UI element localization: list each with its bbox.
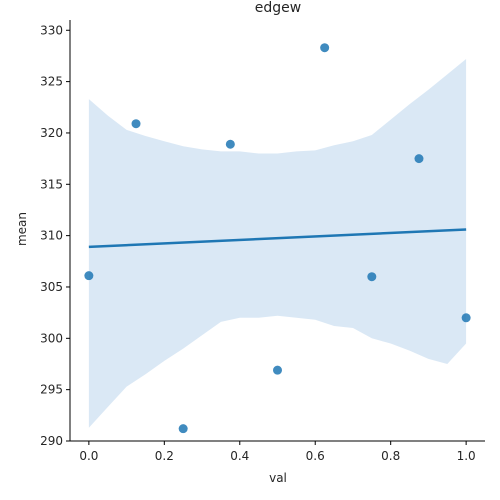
scatter-point-4 [225,139,235,149]
ticks: 0.0 0.2 0.4 0.6 0.8 1.0 290 295 300 305 310 315 320 3… [40,23,476,463]
y-tick-label-3: 305 [40,280,63,294]
x-tick-label-1: 0.2 [155,449,174,463]
y-tick-label-0: 290 [40,434,63,448]
y-tick-label-6: 320 [40,126,63,140]
scatter-points-layer [84,43,471,434]
y-tick-label-1: 295 [40,383,63,397]
axes [69,20,485,442]
scatter-point-6 [320,43,330,53]
regression-line [88,228,467,249]
scatter-point-2 [131,119,141,129]
y-tick-label-7: 325 [40,75,63,89]
x-tick-label-0: 0.0 [79,449,98,463]
x-tick-label-4: 0.8 [381,449,400,463]
scatter-point-9 [461,313,471,323]
x-tick-label-3: 0.6 [306,449,325,463]
x-tick-label-2: 0.4 [230,449,249,463]
scatter-point-8 [414,154,424,164]
scatter-point-7 [367,272,377,282]
scatter-point-5 [273,365,282,375]
confidence-band [88,59,467,428]
confidence-band-layer [88,59,467,428]
y-tick-label-5: 315 [40,177,63,191]
scatter-point-3 [178,424,188,434]
y-tick-label-8: 330 [40,23,63,37]
y-axis-label: mean [15,212,29,246]
chart-title: edgew [255,0,301,16]
y-tick-label-4: 310 [40,229,63,243]
regression-line-layer [88,228,467,249]
x-tick-label-5: 1.0 [457,449,476,463]
x-axis-label: val [269,471,287,485]
scatter-point-1 [84,271,94,281]
y-tick-label-2: 300 [40,331,63,345]
